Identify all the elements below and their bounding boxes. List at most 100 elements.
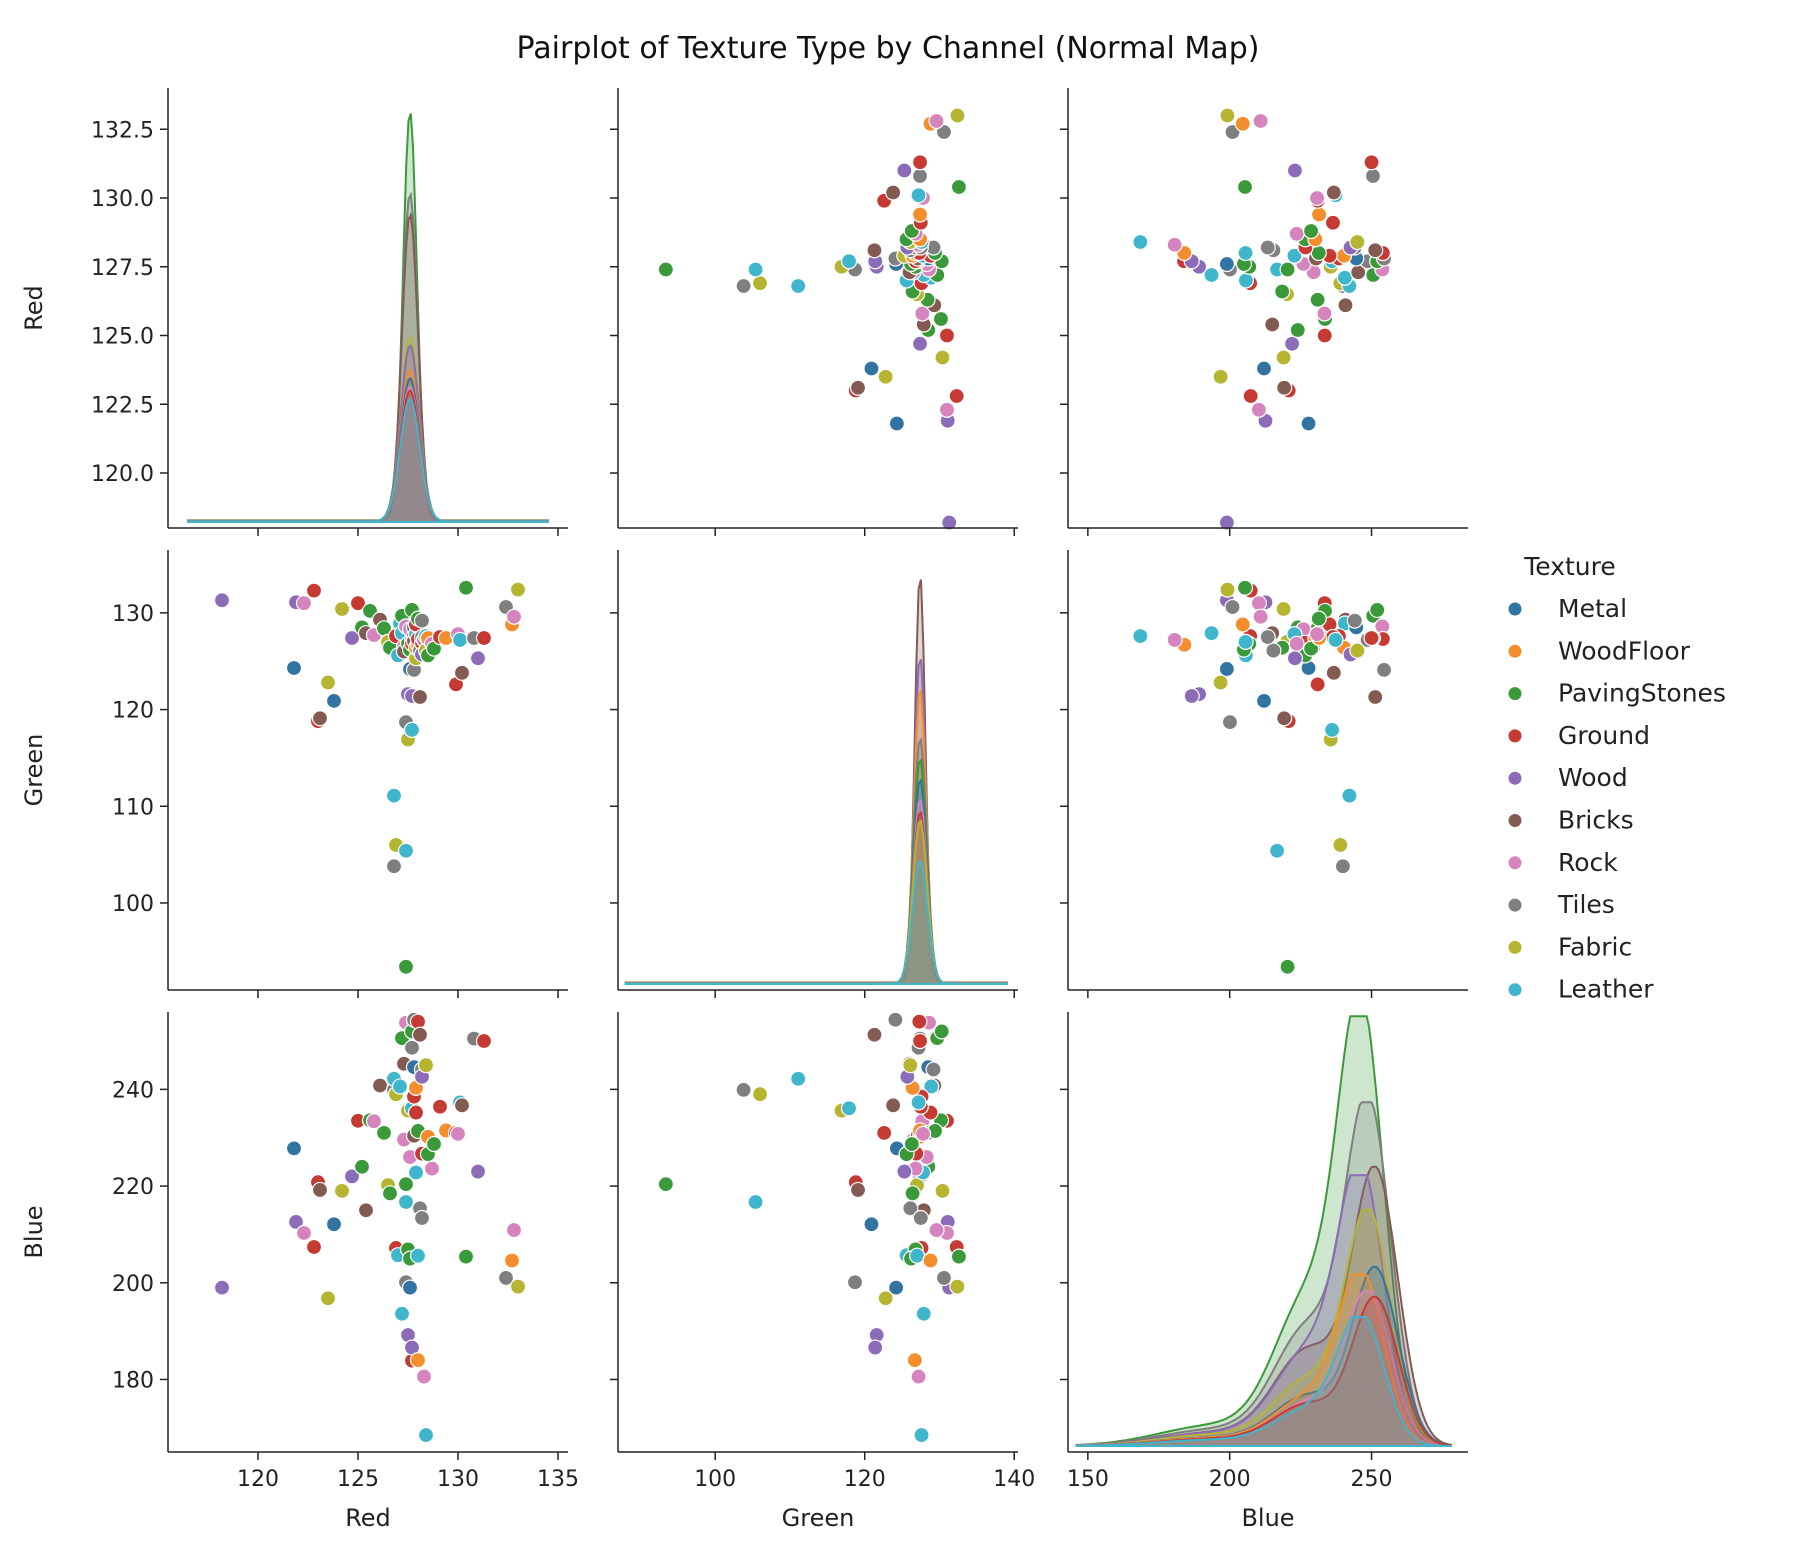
scatter-point — [285, 1140, 303, 1157]
scatter-point — [295, 595, 313, 612]
scatter-point — [1166, 631, 1183, 649]
scatter-point — [934, 1182, 951, 1200]
scatter-point — [1218, 660, 1235, 678]
scatter-point — [1219, 581, 1236, 598]
kde-curve-wood — [187, 344, 549, 523]
scatter-point — [1259, 628, 1276, 646]
x-tick-label: 135 — [537, 1467, 579, 1492]
scatter-point — [735, 1081, 752, 1098]
scatter-point — [657, 261, 674, 278]
scatter-point — [863, 360, 880, 377]
scatter-point — [333, 600, 351, 618]
scatter-point — [1364, 167, 1382, 185]
scatter-point — [509, 1278, 527, 1295]
scatter-point — [876, 1124, 893, 1141]
scatter-point — [949, 1278, 966, 1295]
y-tick-label: 240 — [112, 1078, 154, 1103]
scatter-point — [423, 1160, 441, 1177]
scatter-point — [849, 379, 867, 396]
legend-item-label: Ground — [1558, 721, 1650, 750]
legend-marker — [1507, 686, 1523, 702]
kde-curve-pavingstones — [1075, 1015, 1452, 1447]
legend-marker — [1507, 982, 1523, 998]
scatter-point — [866, 242, 883, 259]
scatter-point — [349, 595, 367, 612]
scatter-point — [469, 1163, 487, 1180]
scatter-point — [1369, 601, 1386, 619]
y-tick-label: 120 — [112, 699, 154, 724]
scatter-point — [417, 1426, 435, 1444]
scatter-point — [1310, 610, 1327, 627]
scatter-point — [925, 1061, 942, 1078]
scatter-point — [1367, 688, 1384, 706]
kde-curve-ground — [624, 810, 1008, 985]
kde-curve-bricks — [624, 579, 1008, 985]
scatter-point — [846, 1274, 864, 1291]
legend-item-label: Fabric — [1558, 932, 1632, 961]
scatter-point — [457, 1248, 475, 1265]
kde-curve-pavingstones — [624, 757, 1008, 985]
scatter-point — [747, 1193, 764, 1211]
kde-curve-metal — [187, 377, 549, 523]
legend-item-label: Bricks — [1558, 806, 1634, 835]
x-tick-label: 140 — [993, 1467, 1035, 1492]
scatter-point — [409, 1352, 427, 1369]
scatter-point — [1337, 297, 1354, 314]
kde-curve-tiles — [624, 737, 1008, 985]
scatter-point — [877, 1290, 894, 1307]
scatter-point — [911, 1032, 929, 1050]
scatter-point — [449, 1125, 467, 1142]
scatter-point — [1218, 514, 1235, 531]
scatter-point — [1203, 625, 1220, 642]
scatter-point — [295, 1224, 313, 1242]
scatter-point — [453, 664, 471, 681]
scatter-point — [885, 184, 902, 201]
scatter-point — [1367, 242, 1384, 259]
scatter-point — [413, 1209, 431, 1227]
scatter-point — [1309, 291, 1326, 308]
scatter-point — [657, 1176, 674, 1193]
scatter-point — [285, 659, 303, 677]
scatter-point — [1309, 676, 1326, 693]
scatter-point — [888, 1279, 905, 1296]
legend-title: Texture — [1523, 552, 1616, 581]
scatter-point — [305, 1238, 323, 1256]
scatter-point — [1221, 714, 1239, 731]
scatter-point — [1218, 255, 1235, 273]
scatter-point — [1275, 349, 1292, 366]
scatter-point — [365, 1113, 383, 1130]
scatter-point — [1349, 233, 1366, 251]
scatter-point — [381, 1185, 399, 1202]
scatter-point — [457, 579, 475, 596]
kde-curve-woodfloor — [187, 368, 549, 523]
scatter-point — [948, 387, 965, 405]
legend-marker — [1507, 770, 1523, 786]
y-tick-label: 130.0 — [91, 187, 154, 212]
scatter-point — [1300, 415, 1317, 432]
scatter-point — [325, 1216, 343, 1233]
scatter-point — [505, 608, 523, 625]
scatter-point — [417, 1057, 435, 1074]
scatter-point — [1341, 787, 1358, 804]
scatter-point — [1265, 642, 1282, 659]
scatter-point — [1308, 189, 1326, 207]
scatter-point — [911, 1013, 928, 1030]
legend-marker — [1507, 728, 1523, 744]
scatter-point — [213, 592, 231, 609]
scatter-point — [375, 1124, 393, 1141]
scatter-point — [1132, 627, 1149, 645]
legend-marker — [1507, 601, 1523, 617]
scatter-point — [1279, 261, 1296, 278]
scatter-point — [935, 123, 953, 141]
scatter-point — [950, 1248, 968, 1265]
scatter-point — [908, 1247, 926, 1264]
scatter-point — [403, 721, 421, 738]
chart-title: Pairplot of Texture Type by Channel (Nor… — [517, 31, 1260, 66]
legend-item-label: Leather — [1558, 975, 1654, 1004]
scatter-point — [933, 1023, 950, 1040]
scatter-point — [397, 1193, 415, 1211]
scatter-point — [1274, 283, 1291, 300]
scatter-point — [915, 1305, 932, 1322]
scatter-point — [1349, 642, 1366, 659]
scatter-point — [431, 1098, 449, 1115]
